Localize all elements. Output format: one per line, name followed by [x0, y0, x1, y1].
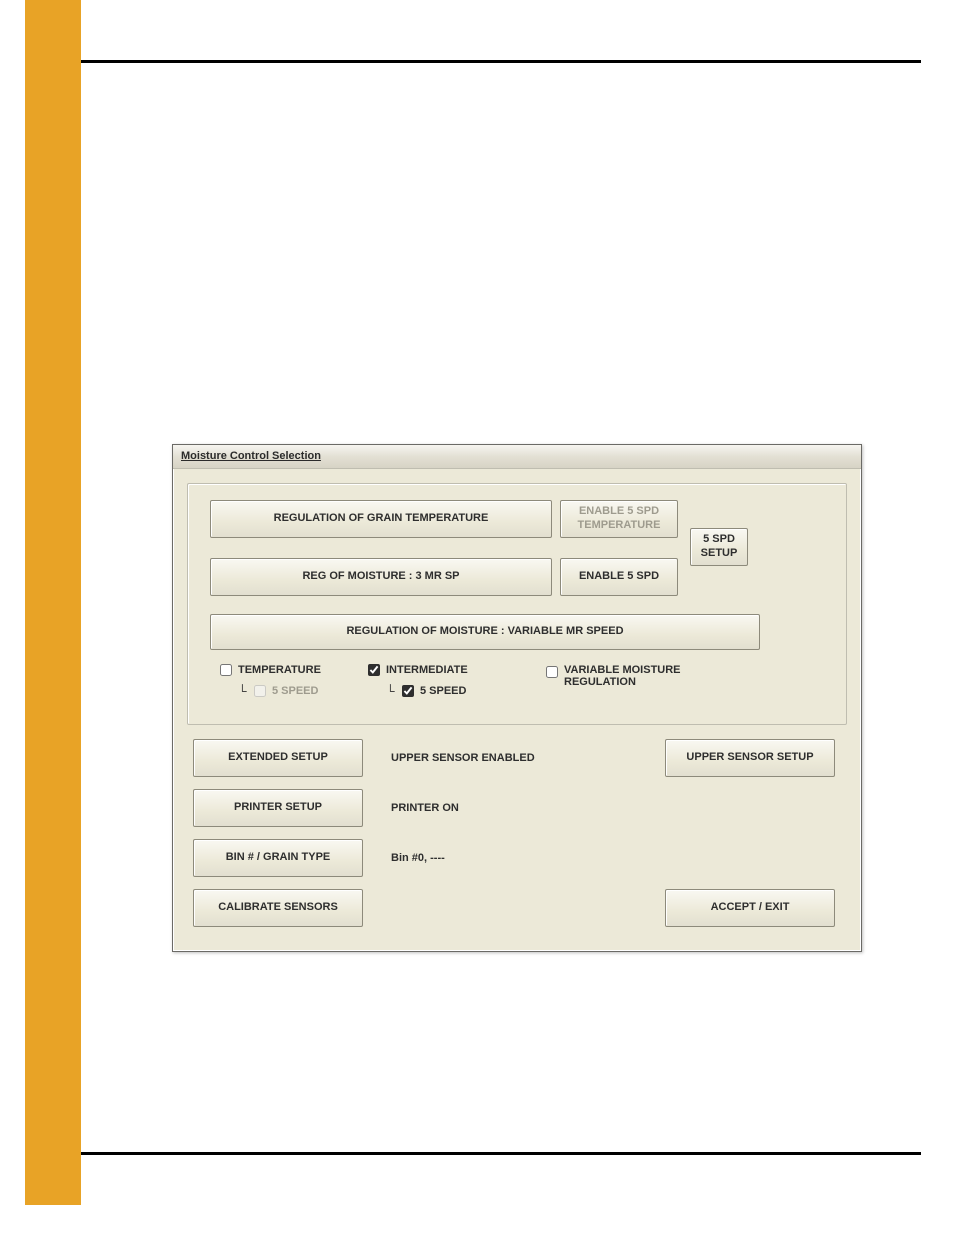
variable-moisture-checkbox[interactable]: VARIABLE MOISTURE REGULATION: [546, 664, 681, 688]
gold-sidebar: [25, 0, 81, 1205]
temperature-checkbox[interactable]: TEMPERATURE: [220, 664, 321, 676]
top-rule: [81, 60, 921, 63]
upper-sensor-setup-button[interactable]: UPPER SENSOR SETUP: [665, 739, 835, 777]
enable-5spd-button[interactable]: ENABLE 5 SPD: [560, 558, 678, 596]
intermediate-checkbox-label: INTERMEDIATE: [386, 664, 468, 676]
dialog-moisture-control: Moisture Control Selection REGULATION OF…: [172, 444, 862, 952]
bin-status: Bin #0, ----: [391, 852, 637, 864]
printer-setup-button[interactable]: PRINTER SETUP: [193, 789, 363, 827]
variable-moisture-checkbox-label: VARIABLE MOISTURE REGULATION: [564, 664, 681, 688]
intermediate-checkbox-input[interactable]: [368, 664, 380, 676]
reg-moisture-variable-button[interactable]: REGULATION OF MOISTURE : VARIABLE MR SPE…: [210, 614, 760, 650]
intermediate-5speed-checkbox-label: 5 SPEED: [420, 685, 466, 697]
temperature-checkbox-input[interactable]: [220, 664, 232, 676]
extended-setup-button[interactable]: EXTENDED SETUP: [193, 739, 363, 777]
reg-grain-temp-button[interactable]: REGULATION OF GRAIN TEMPERATURE: [210, 500, 552, 538]
intermediate-checkbox[interactable]: INTERMEDIATE: [368, 664, 468, 676]
temp-5speed-checkbox: └ 5 SPEED: [238, 684, 318, 698]
tree-connector-icon: └: [386, 684, 396, 698]
calibrate-sensors-button[interactable]: CALIBRATE SENSORS: [193, 889, 363, 927]
intermediate-5speed-checkbox[interactable]: └ 5 SPEED: [386, 684, 466, 698]
temp-5speed-checkbox-input: [254, 685, 266, 697]
tree-connector-icon: └: [238, 684, 248, 698]
variable-moisture-checkbox-input[interactable]: [546, 666, 558, 678]
enable-5spd-temp-button[interactable]: ENABLE 5 SPD TEMPERATURE: [560, 500, 678, 538]
window-title: Moisture Control Selection: [173, 445, 861, 469]
reg-moisture-3sp-button[interactable]: REG OF MOISTURE : 3 MR SP: [210, 558, 552, 596]
lower-section: EXTENDED SETUP UPPER SENSOR ENABLED UPPE…: [187, 733, 847, 933]
temp-5speed-checkbox-label: 5 SPEED: [272, 685, 318, 697]
upper-sensor-status: UPPER SENSOR ENABLED: [391, 752, 637, 764]
bin-grain-type-button[interactable]: BIN # / GRAIN TYPE: [193, 839, 363, 877]
bottom-rule: [81, 1152, 921, 1155]
intermediate-5speed-checkbox-input[interactable]: [402, 685, 414, 697]
checkbox-row: TEMPERATURE └ 5 SPEED INTERMEDIATE └ 5 S…: [200, 664, 834, 710]
temperature-checkbox-label: TEMPERATURE: [238, 664, 321, 676]
mode-group: REGULATION OF GRAIN TEMPERATURE ENABLE 5…: [187, 483, 847, 725]
accept-exit-button[interactable]: ACCEPT / EXIT: [665, 889, 835, 927]
printer-status: PRINTER ON: [391, 802, 637, 814]
